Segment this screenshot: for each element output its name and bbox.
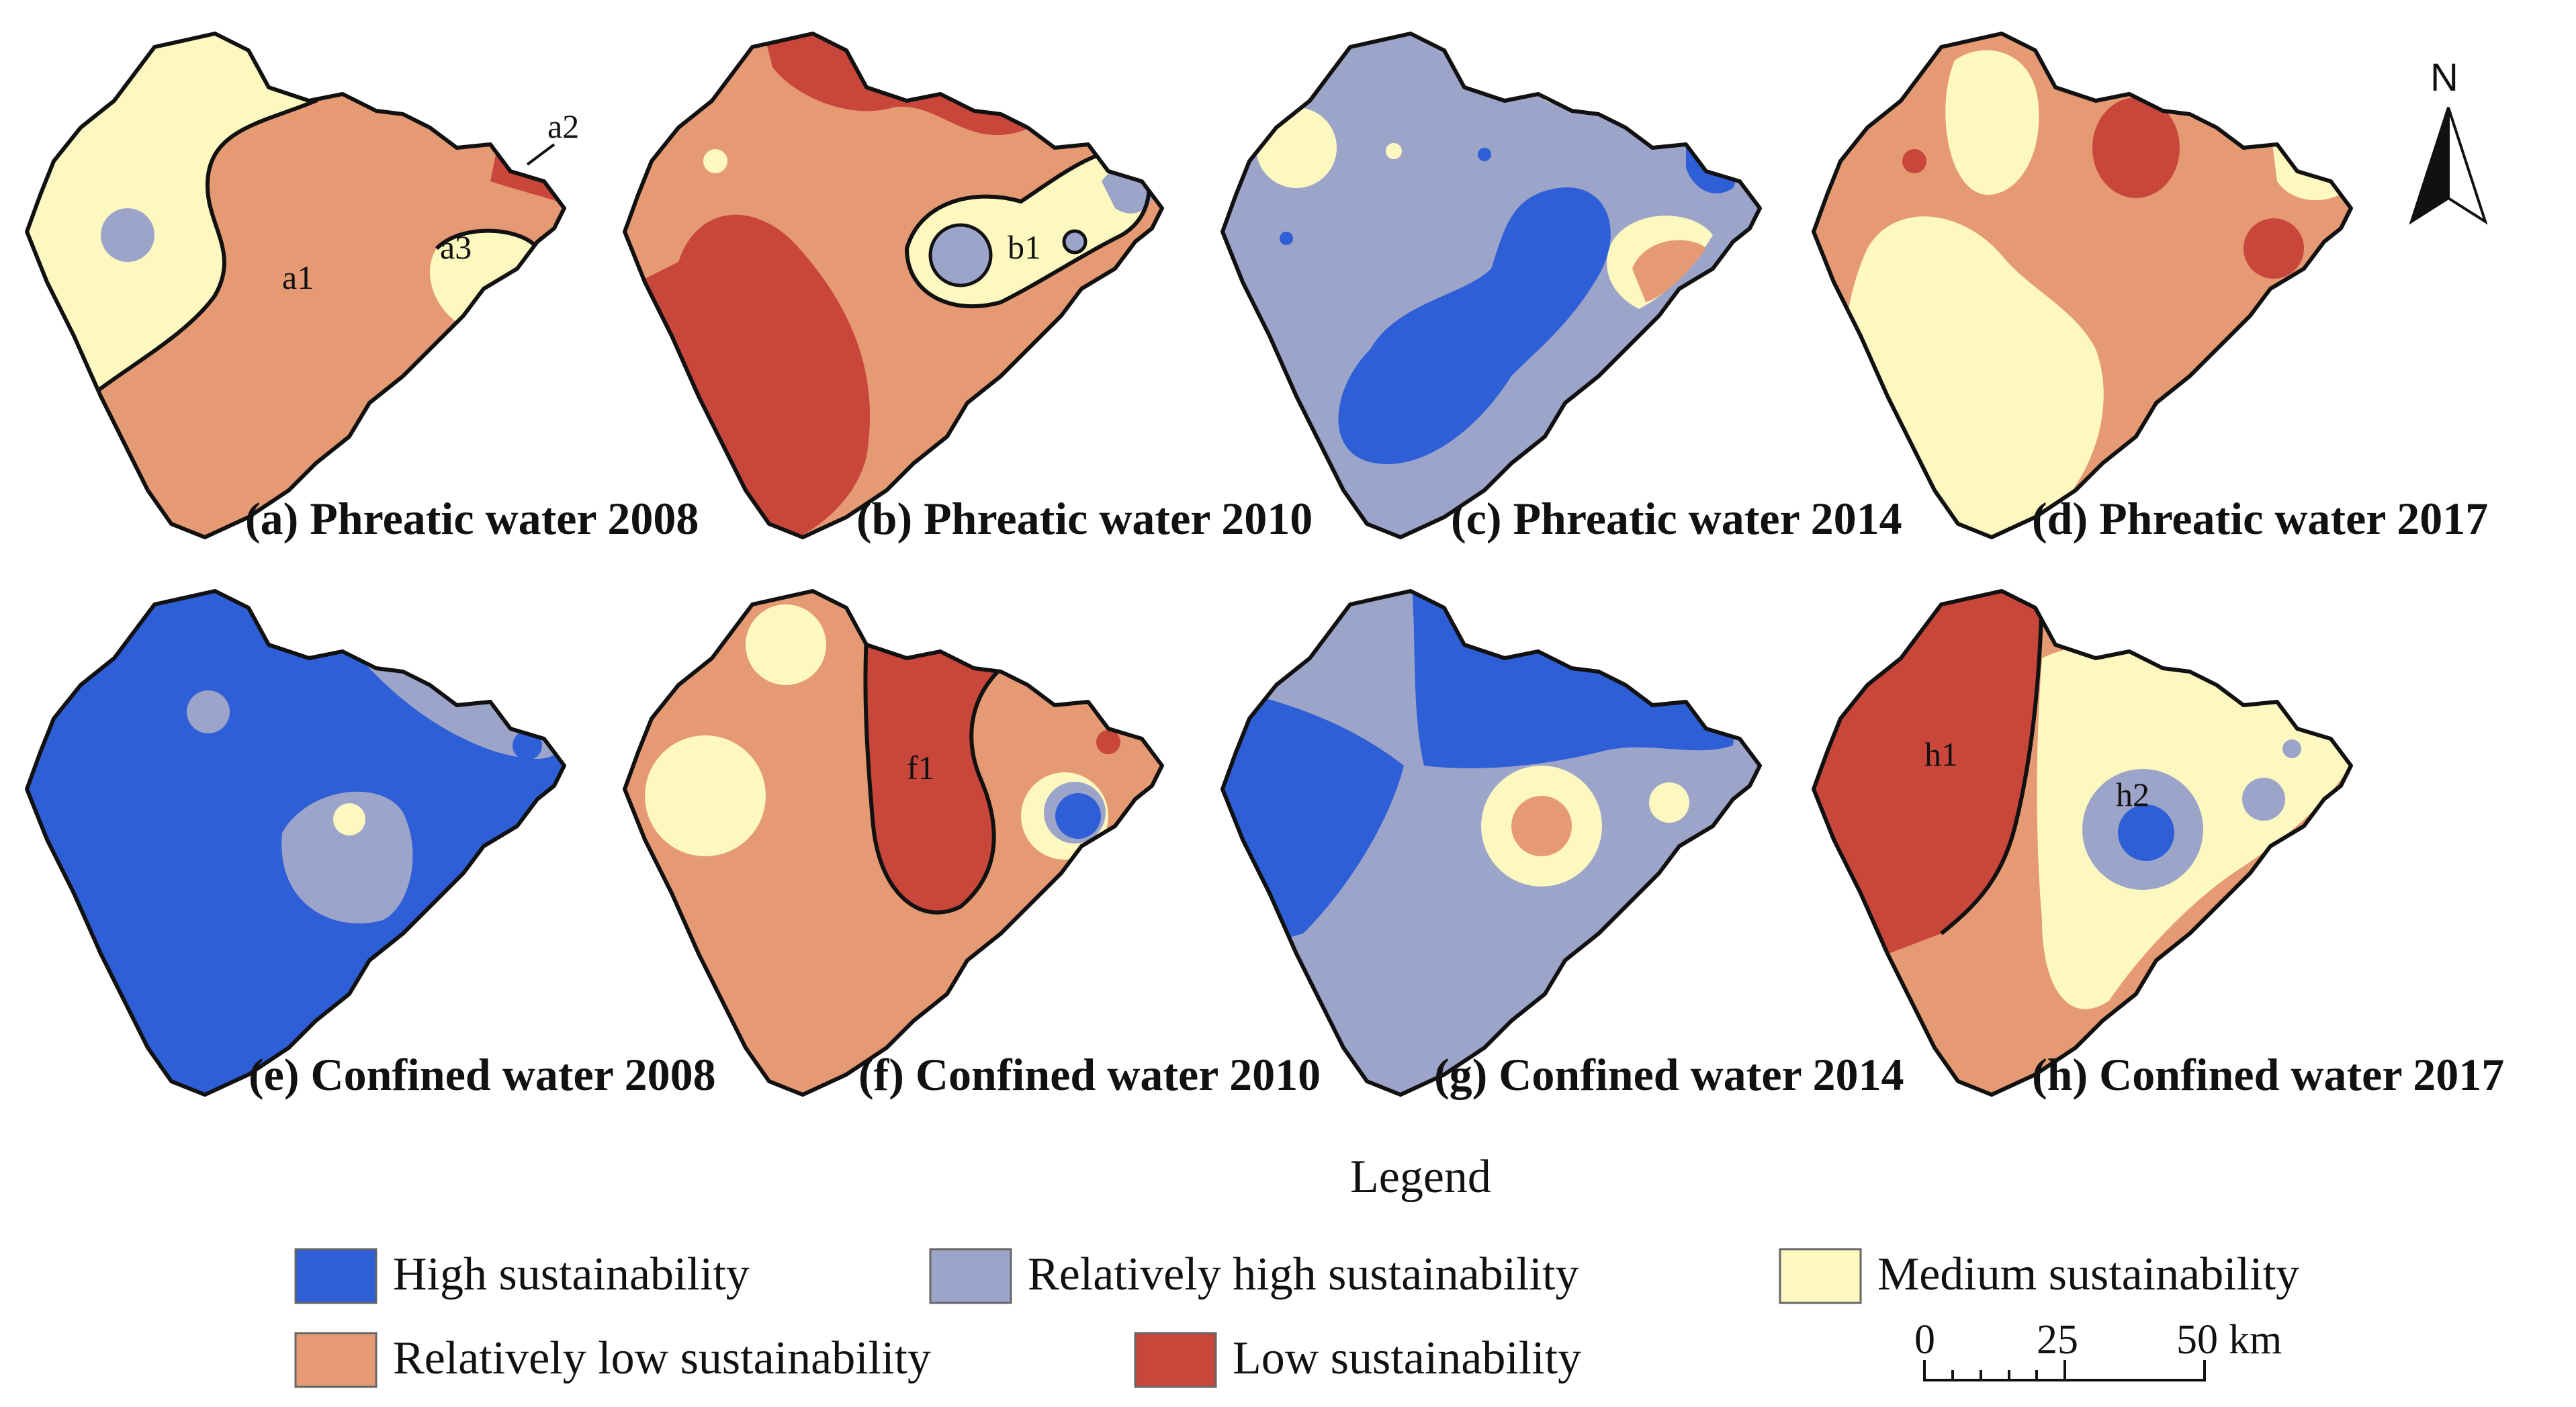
map-panel-e [13,571,591,1108]
zone-high [1338,187,1611,465]
map-panel-d [1800,13,2378,551]
scale-bar-line [1923,1360,2206,1381]
map-panel-c [1209,13,1787,551]
north-arrow-icon [2447,107,2488,225]
legend-item-medium: Medium sustainability [1779,1248,2299,1304]
map-panel-g [1209,571,1787,1108]
panel-caption-a: (a) Phreatic water 2008 [245,493,699,544]
map-panel-a: a1 a2 a3 [13,13,579,551]
legend-swatch-relatively-low [294,1332,377,1388]
zone-relatively-high [101,208,154,262]
scale-tick-50: 50 [2176,1317,2218,1363]
zone-relatively-low-east [1632,240,1706,302]
legend-swatch-relatively-high [929,1248,1012,1304]
legend-label-medium: Medium sustainability [1877,1249,2299,1300]
zone-medium-north [1945,50,2039,195]
panel-caption-f: (f) Confined water 2010 [858,1049,1321,1100]
zone-medium-east [1649,782,1689,823]
zone-label-b1: b1 [1008,228,1041,266]
scale-tick-0: 0 [1914,1317,1935,1363]
zone-low-dot [1096,730,1120,754]
zone-label-a2: a2 [547,107,579,145]
map-panel-h: h1 h2 [1800,571,2378,1108]
legend-label-high: High sustainability [393,1249,750,1300]
zone-high-dot-2 [1280,232,1293,245]
legend-item-high: High sustainability [294,1248,750,1304]
zone-low-east [2244,218,2304,279]
zone-label-a1: a1 [282,259,314,296]
panel-caption-g: (g) Confined water 2014 [1434,1049,1904,1100]
zone-high-h2 [2118,805,2174,861]
zone-medium-dot [1386,143,1402,159]
map-panel-b: b1 [611,13,1189,551]
map-panel-f: f1 [611,571,1189,1108]
legend-title: Legend [1350,1151,1491,1203]
zone-medium-west [645,735,766,856]
legend-item-relatively-high: Relatively high sustainability [929,1248,1579,1304]
scale-tick-25: 25 [2037,1317,2078,1363]
legend-swatch-high [294,1248,377,1304]
north-arrow-label: N [2430,56,2458,99]
zone-low-small [1902,149,1926,173]
zone-medium-ne [2156,37,2217,97]
legend-label-relatively-low: Relatively low sustainability [393,1332,931,1384]
north-arrow: N [2409,56,2488,225]
zone-low-east [509,717,519,727]
zone-high-east [513,731,542,760]
panel-caption-b: (b) Phreatic water 2010 [856,493,1313,544]
legend-item-relatively-low: Relatively low sustainability [294,1332,931,1388]
panel-caption-c: (c) Phreatic water 2014 [1451,493,1902,544]
zone-relatively-low-ne [384,616,422,653]
legend-item-low: Low sustainability [1134,1332,1581,1388]
zone-medium-center [333,803,365,835]
panel-caption-d: (d) Phreatic water 2017 [2032,493,2488,544]
north-arrow-icon-fill [2409,107,2450,225]
legend-label-low: Low sustainability [1233,1332,1581,1384]
zone-label-h1: h1 [1924,735,1958,773]
scale-bar: 0 25 50 km [1914,1317,2282,1381]
zone-high-east [1055,793,1101,839]
zone-medium-nw [1256,107,1337,188]
zone-relatively-low-small [290,148,308,167]
zone-label-h2: h2 [2116,776,2149,813]
legend-swatch-low [1134,1332,1217,1388]
zone-medium-small [703,149,727,173]
zone-medium-north [1538,43,1626,107]
legend-label-relatively-high: Relatively high sustainability [1028,1249,1579,1300]
leader-line [526,143,556,166]
zone-label-f1: f1 [907,749,935,786]
zone-relatively-high-west [187,690,230,733]
legend-swatch-medium [1779,1248,1862,1304]
zone-relatively-low-center [1511,796,1572,856]
zone-high-dot-1 [1478,148,1491,161]
zone-medium-ne [367,598,463,669]
zone-relatively-high [928,223,993,287]
zone-relatively-high-center [281,791,413,923]
panel-caption-h: (h) Confined water 2017 [2032,1049,2504,1100]
zone-medium-north [746,604,826,685]
scale-unit: km [2229,1317,2282,1363]
zone-low-center [2092,97,2180,198]
panel-caption-e: (e) Confined water 2008 [249,1049,716,1100]
zone-relatively-high-east [2242,778,2285,821]
zone-label-a3: a3 [440,228,472,266]
zone-medium-a3 [430,230,537,322]
zone-relatively-high-dot [2282,739,2301,758]
zone-relatively-high-small [1062,229,1087,255]
